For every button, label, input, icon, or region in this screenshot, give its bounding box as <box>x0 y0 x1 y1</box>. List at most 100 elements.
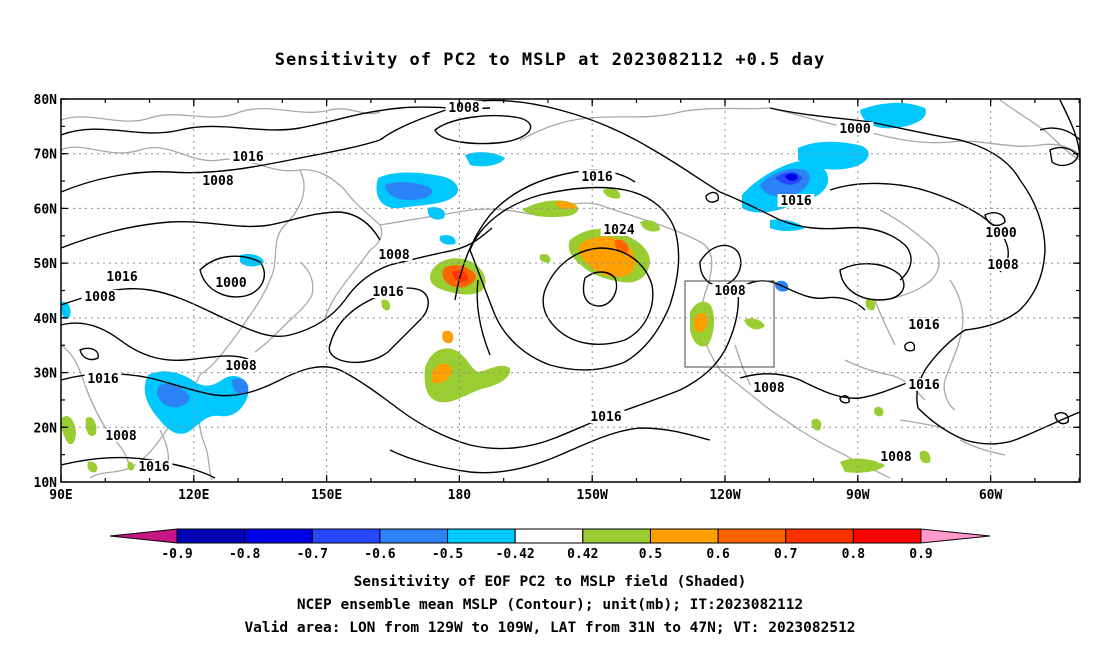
lon-label: 150E <box>311 488 342 503</box>
contour-label-bg <box>375 248 413 261</box>
contour-label-bg <box>836 122 874 135</box>
footer-line-1: Sensitivity of EOF PC2 to MSLP field (Sh… <box>353 574 747 590</box>
colorbar-high-arrow <box>920 528 991 544</box>
contour-label-bg <box>578 170 616 183</box>
contour-label: 1008 <box>714 284 745 299</box>
colorbar-box <box>311 528 381 544</box>
colorbar-box <box>244 528 313 544</box>
contour-label: 1016 <box>372 285 403 300</box>
lon-label: 90E <box>49 488 72 503</box>
colorbar-box <box>717 528 787 544</box>
colorbar-label: -0.6 <box>364 547 395 562</box>
footer-line-2: NCEP ensemble mean MSLP (Contour); unit(… <box>296 597 804 613</box>
mslp-contours <box>61 99 1080 479</box>
coastlines <box>61 99 1080 481</box>
colorbar: -0.9 -0.8 -0.7 -0.6 -0.5 -0.42 0.42 0.5 0.6 0.7 0.… <box>109 528 991 562</box>
lat-label: 80N <box>34 93 58 108</box>
colorbar-box <box>582 528 651 544</box>
colorbar-box <box>852 528 922 544</box>
contour-label-bg <box>905 378 943 391</box>
lat-label: 40N <box>34 312 58 327</box>
colorbar-label: -0.5 <box>432 547 463 562</box>
contour-label-bg <box>369 285 407 298</box>
lat-label: 20N <box>34 421 58 436</box>
colorbar-label: 0.7 <box>774 547 797 562</box>
contour-label-bg <box>212 276 250 289</box>
lat-label: 10N <box>34 476 58 491</box>
contour-label: 1008 <box>84 290 115 305</box>
sensitivity-shading <box>61 102 931 473</box>
contour-label: 1008 <box>105 429 136 444</box>
contour-label-bg <box>445 101 483 114</box>
colorbar-label: 0.42 <box>567 547 598 562</box>
contour-label: 1008 <box>202 174 233 189</box>
contour-label-bg <box>135 460 173 473</box>
contour-label: 1016 <box>87 372 118 387</box>
colorbar-box <box>785 528 854 544</box>
contour-label: 1016 <box>908 318 939 333</box>
contour-label: 1008 <box>378 248 409 263</box>
contour-label: 1016 <box>138 460 169 475</box>
contour-label: 1008 <box>880 450 911 465</box>
contour-label: 1000 <box>985 226 1016 241</box>
colorbar-label: -0.42 <box>496 547 535 562</box>
valid-area-box <box>684 280 775 368</box>
contour-label-bg <box>199 174 237 187</box>
contour-label-bg <box>587 410 625 423</box>
contour-label: 1016 <box>581 170 612 185</box>
contour-label: 1008 <box>448 101 479 116</box>
contour-label: 1016 <box>908 378 939 393</box>
lon-label: 150W <box>577 488 608 503</box>
colorbar-low-arrow <box>109 528 178 544</box>
lat-label: 60N <box>34 202 58 217</box>
contour-label-bg <box>229 150 267 163</box>
contour-label-bg <box>982 226 1020 239</box>
lat-label: 50N <box>34 257 58 272</box>
lon-label: 60W <box>979 488 1003 503</box>
contour-label: 1016 <box>780 194 811 209</box>
colorbar-label: 0.5 <box>639 547 662 562</box>
contour-label: 1008 <box>987 258 1018 273</box>
map-title: Sensitivity of PC2 to MSLP at 2023082112… <box>274 50 826 70</box>
contour-label-bg <box>103 270 141 283</box>
contour-label-bg <box>81 290 119 303</box>
lon-label: 180 <box>448 488 472 503</box>
contour-labels: 1008 1016 1008 1016 1008 1000 1008 1016 1016 1024… <box>81 101 1022 475</box>
colorbar-label: -0.8 <box>229 547 260 562</box>
contour-label: 1008 <box>225 359 256 374</box>
contour-label-bg <box>600 223 638 236</box>
footer-line-3: Valid area: LON from 129W to 109W, LAT f… <box>244 620 856 636</box>
contour-label-bg <box>777 194 815 207</box>
colorbar-box <box>514 528 584 544</box>
contour-label-bg <box>750 381 788 394</box>
contour-label-bg <box>984 258 1022 271</box>
contour-label: 1008 <box>753 381 784 396</box>
longitude-labels: 90E 120E 150E 180 150W 120W 90W 60W <box>49 488 1002 503</box>
contour-label-bg <box>84 372 122 385</box>
colorbar-label: 0.6 <box>706 547 730 562</box>
axis-ticks <box>60 98 1080 483</box>
contour-label: 1024 <box>603 223 634 238</box>
colorbar-box <box>649 528 719 544</box>
colorbar-box <box>447 528 516 544</box>
contour-label-bg <box>905 318 943 331</box>
colorbar-label: -0.7 <box>297 547 328 562</box>
lon-label: 120E <box>178 488 209 503</box>
lon-label: 90W <box>846 488 870 503</box>
colorbar-box <box>379 528 449 544</box>
contour-label-bg <box>222 359 260 372</box>
colorbar-label: 0.9 <box>909 547 932 562</box>
contour-label: 1016 <box>106 270 137 285</box>
lat-label: 70N <box>34 148 58 163</box>
lat-label: 30N <box>34 367 58 382</box>
colorbar-label: -0.9 <box>161 547 192 562</box>
contour-label-bg <box>711 284 749 297</box>
contour-label-bg <box>102 429 140 442</box>
contour-label: 1016 <box>232 150 263 165</box>
contour-label: 1016 <box>590 410 621 425</box>
contour-label: 1000 <box>839 122 870 137</box>
contour-label: 1000 <box>215 276 246 291</box>
lon-label: 120W <box>709 488 740 503</box>
latitude-labels: 80N 70N 60N 50N 40N 30N 20N 10N <box>34 93 58 491</box>
